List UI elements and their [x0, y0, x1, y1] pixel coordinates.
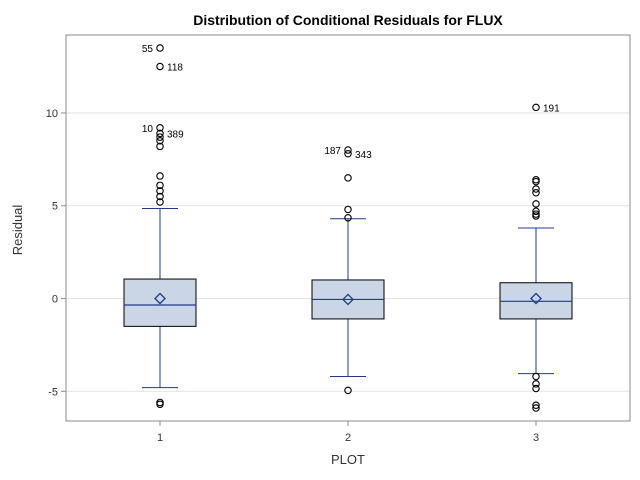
chart-title: Distribution of Conditional Residuals fo… [193, 12, 503, 28]
outlier-point [156, 44, 164, 52]
outlier-point [532, 401, 540, 409]
outlier-point [532, 177, 540, 186]
outlier-point [344, 386, 352, 395]
plot-frame [65, 34, 631, 422]
outlier-point [532, 384, 540, 393]
mean-marker [530, 292, 542, 305]
axis-layer: -5 0 5 10 1 2 3 [46, 108, 539, 444]
outlier-label: 10 [142, 124, 154, 135]
outlier-point [532, 212, 540, 220]
outlier-point [156, 198, 164, 206]
outlier-label: 343 [355, 150, 372, 161]
outlier-point [344, 214, 352, 222]
x-tick-label: 1 [157, 432, 163, 444]
outlier-point [156, 142, 164, 151]
x-tick-label: 2 [345, 432, 351, 444]
outlier-point [156, 133, 164, 141]
outlier-point [532, 404, 540, 412]
outlier-point [156, 129, 164, 138]
outlier-point [344, 205, 352, 214]
outlier-point [156, 137, 164, 145]
y-axis-label: Residual [10, 205, 25, 256]
outlier-point [344, 150, 352, 158]
outlier-point [156, 172, 164, 180]
outlier-point [156, 181, 164, 190]
outlier-point [532, 103, 540, 112]
outlier-point [156, 192, 164, 201]
outlier-point [156, 187, 164, 195]
outlier-label: 187 [324, 146, 341, 157]
outlier-point [532, 207, 540, 216]
y-tick-label: 10 [46, 108, 58, 120]
outlier-point [532, 380, 540, 388]
box-group-plot-3: 191 [499, 103, 573, 412]
outlier-point [532, 188, 540, 197]
box-layer: 55 118 10 389 187 343 191 [123, 44, 573, 412]
outlier-point [532, 185, 540, 193]
outlier-point [156, 400, 164, 409]
outlier-point [532, 372, 540, 381]
outlier-point [156, 124, 164, 132]
outlier-label: 118 [167, 63, 183, 74]
mean-marker [154, 292, 166, 305]
outlier-point [156, 62, 164, 71]
outlier-label: 191 [543, 103, 560, 114]
outlier-point [344, 146, 352, 154]
box-group-plot-1: 55 118 10 389 [123, 44, 197, 409]
mean-marker [342, 293, 354, 306]
outlier-point [344, 174, 352, 182]
y-tick-label: 5 [52, 201, 58, 213]
x-axis-label: PLOT [331, 452, 365, 467]
outlier-label: 389 [167, 129, 184, 140]
outlier-label: 55 [142, 44, 154, 55]
x-tick-label: 3 [533, 432, 539, 444]
box-group-plot-2: 187 343 [311, 146, 385, 395]
outlier-point [532, 200, 540, 208]
y-tick-label: 0 [52, 294, 58, 306]
y-tick-label: -5 [48, 386, 58, 398]
